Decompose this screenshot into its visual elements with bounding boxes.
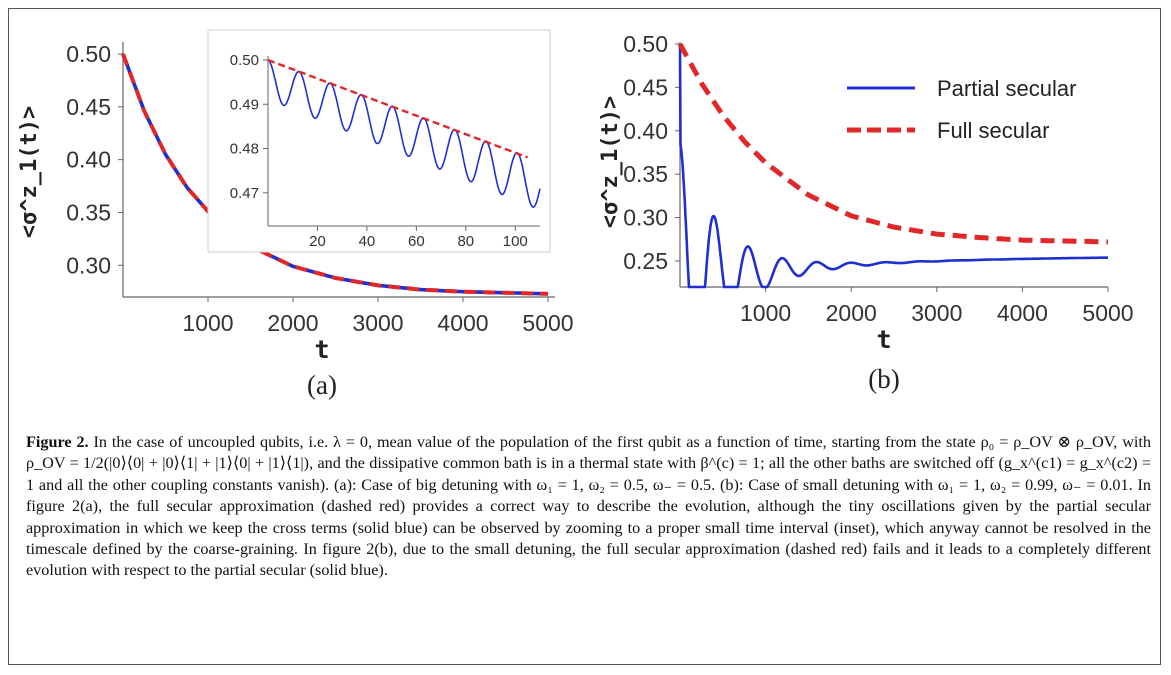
a-y-ticks: 0.30 0.35 0.40 0.45 0.50 (66, 41, 123, 278)
inset-x-tick-label: 100 (503, 233, 528, 250)
a-y-tick-label: 0.40 (66, 147, 111, 173)
a-x-axis-label: t (314, 335, 329, 364)
inset-x-ticks: 20 40 60 80 100 (309, 226, 528, 250)
a-x-tick-label: 3000 (352, 310, 403, 336)
caption-text: In the case of uncoupled qubits, i.e. λ … (26, 433, 1152, 580)
b-full-secular-line (677, 42, 1109, 245)
b-y-tick-label: 0.40 (623, 118, 668, 144)
a-y-tick-label: 0.30 (66, 252, 111, 278)
a-y-tick-label: 0.50 (66, 41, 111, 67)
b-x-tick-label: 1000 (740, 300, 791, 326)
a-x-tick-label: 1000 (182, 310, 233, 336)
inset-y-tick-label: 0.50 (230, 52, 259, 69)
b-y-tick-label: 0.25 (623, 248, 668, 274)
panel-b-plot: 0.25 0.30 0.35 0.40 0.45 0.50 1000 2000 3000 400… (598, 31, 1134, 394)
figure-label: Figure 2. (26, 433, 89, 451)
inset-y-ticks: 0.47 0.48 0.49 0.50 (230, 52, 268, 202)
b-y-ticks: 0.25 0.30 0.35 0.40 0.45 0.50 (623, 31, 680, 274)
panel-a-plot: 0.30 0.35 0.40 0.45 0.50 1000 2000 3000 4000 500… (17, 41, 574, 400)
b-legend: Partial secular Full secular (847, 76, 1076, 143)
a-x-tick-label: 4000 (437, 310, 488, 336)
inset-y-tick-label: 0.47 (230, 185, 259, 202)
panel-a-inset: 0.47 0.48 0.49 0.50 20 40 60 80 100 (207, 29, 551, 253)
inset-full-secular-line (267, 58, 529, 159)
b-x-tick-label: 2000 (826, 300, 877, 326)
b-y-tick-label: 0.50 (623, 31, 668, 57)
inset-y-tick-label: 0.49 (230, 96, 259, 113)
figure-caption: Figure 2. In the case of uncoupled qubit… (26, 432, 1151, 582)
legend-partial-secular-label: Partial secular (937, 76, 1076, 101)
b-y-tick-label: 0.45 (623, 74, 668, 100)
inset-frame (207, 29, 551, 253)
inset-partial-secular-line (267, 59, 541, 208)
legend-full-secular-label: Full secular (937, 118, 1049, 143)
b-partial-secular-line (678, 43, 1108, 289)
figure-frame (8, 8, 1161, 665)
a-full-secular-line (121, 53, 548, 296)
b-panel-label: (b) (868, 364, 899, 394)
b-x-ticks: 1000 2000 3000 4000 5000 (740, 287, 1134, 326)
inset-x-tick-label: 40 (359, 233, 376, 250)
a-y-tick-label: 0.35 (66, 199, 111, 225)
b-x-tick-label: 5000 (1082, 300, 1133, 326)
b-x-axis-label: t (876, 325, 891, 354)
a-panel-label: (a) (307, 370, 337, 400)
a-y-tick-label: 0.45 (66, 94, 111, 120)
a-x-tick-label: 5000 (522, 310, 573, 336)
inset-x-tick-label: 60 (408, 233, 425, 250)
a-y-axis-label: <σ^z_1(t)> (17, 106, 42, 238)
b-y-tick-label: 0.30 (623, 205, 668, 231)
b-x-tick-label: 4000 (997, 300, 1048, 326)
b-y-tick-label: 0.35 (623, 161, 668, 187)
a-x-tick-label: 2000 (267, 310, 318, 336)
inset-x-tick-label: 80 (457, 233, 474, 250)
b-y-axis-label: <σ^z_1(t)> (598, 96, 623, 228)
b-x-tick-label: 3000 (911, 300, 962, 326)
figure-graphics: 0.30 0.35 0.40 0.45 0.50 1000 2000 3000 4000 500… (17, 29, 1134, 400)
inset-y-tick-label: 0.48 (230, 141, 259, 158)
a-x-ticks: 1000 2000 3000 4000 5000 (182, 297, 574, 336)
inset-x-tick-label: 20 (309, 233, 326, 250)
